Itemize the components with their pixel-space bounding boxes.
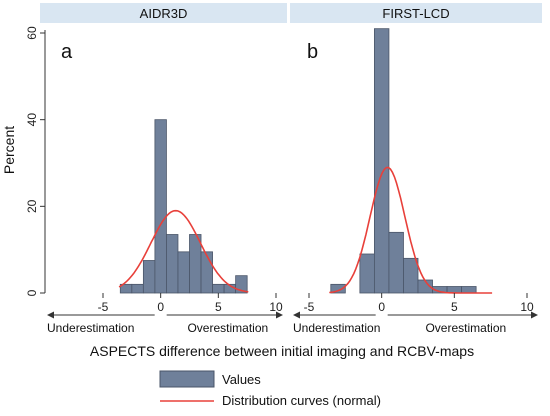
panel-letter: b (307, 41, 318, 63)
normal-curve (118, 209, 249, 293)
x-axis-title: ASPECTS difference between initial imagi… (90, 343, 474, 359)
y-tick-label: 0 (25, 289, 39, 296)
histogram-bar (388, 231, 404, 294)
panel-b: FIRST-LCD b -5 0 5 10 Underestimation Overestim… (290, 3, 542, 335)
panel-letter: a (61, 41, 73, 63)
overestimation-arrowhead (276, 311, 283, 319)
x-tick-label: 10 (520, 300, 534, 314)
y-axis-title: Percent (1, 126, 17, 174)
histogram-bar (177, 251, 190, 294)
strip-label: FIRST-LCD (382, 6, 449, 21)
plot-area (291, 25, 542, 293)
overestimation-arrowhead (531, 311, 538, 319)
underestimation-label: Underestimation (47, 321, 134, 335)
histogram-bar (200, 251, 213, 294)
legend-values-label: Values (222, 372, 261, 387)
x-tick-label: 5 (215, 300, 222, 314)
panel-a: AIDR3D a -5 0 5 10 Underestimation Overestimati… (25, 3, 287, 335)
x-tick-label: 5 (451, 300, 458, 314)
histogram-bar (212, 283, 225, 294)
legend: Values Distribution curves (normal) (159, 370, 381, 408)
underestimation-label: Underestimation (293, 321, 380, 335)
strip-header (40, 3, 287, 23)
x-tick-label: 10 (269, 300, 283, 314)
histogram-bar (235, 275, 248, 294)
histogram-bar (330, 283, 346, 294)
overestimation-label: Overestimation (187, 321, 268, 335)
histogram-bar (373, 28, 390, 294)
histogram-bar (131, 283, 144, 294)
legend-curve-label: Distribution curves (normal) (222, 393, 381, 408)
overestimation-label: Overestimation (425, 321, 506, 335)
strip-header (290, 3, 542, 23)
histogram-bar (166, 234, 179, 294)
underestimation-arrowhead (47, 311, 54, 319)
x-tick-label: 0 (378, 300, 385, 314)
y-tick-label: 60 (25, 26, 39, 40)
histogram-bar (142, 260, 156, 294)
histogram-bar (154, 119, 167, 294)
histogram-bar (403, 257, 419, 294)
strip-label: AIDR3D (140, 6, 188, 21)
histogram-bar (461, 286, 477, 294)
underestimation-arrowhead (293, 311, 300, 319)
x-tick-label: 0 (157, 300, 164, 314)
normal-curve (329, 166, 493, 294)
x-tick-label: -5 (98, 300, 109, 314)
y-tick-label: 20 (25, 199, 39, 213)
histogram-bar (189, 234, 202, 294)
legend-values-swatch (159, 370, 215, 388)
histogram-bar (359, 253, 375, 294)
x-tick-label: -5 (304, 300, 315, 314)
y-tick-label: 40 (25, 113, 39, 127)
